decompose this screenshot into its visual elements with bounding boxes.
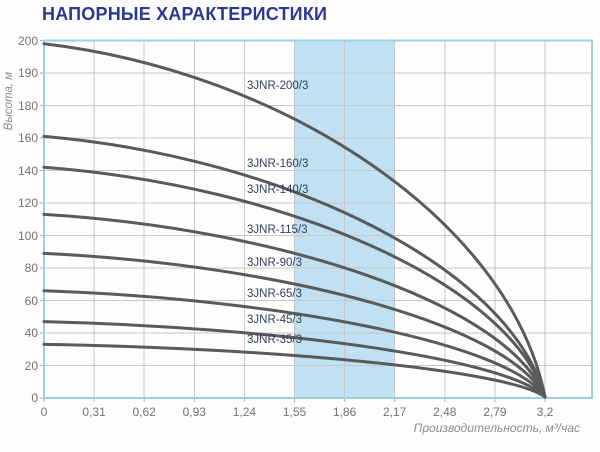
- x-tick-label: 2,17: [383, 405, 407, 419]
- chart-title: НАПОРНЫЕ ХАРАКТЕРИСТИКИ: [42, 4, 328, 24]
- y-tick-label: 180: [17, 98, 38, 113]
- y-tick-label: 0: [31, 391, 38, 405]
- y-tick-label: 100: [17, 228, 38, 243]
- x-tick-label: 0: [40, 405, 48, 419]
- x-axis-title: Производительность, м³/час: [413, 421, 580, 435]
- y-tick-label: 160: [17, 131, 38, 145]
- pump-curve-3jnr-90-3: [42, 251, 547, 399]
- pump-curve-3jnr-115-3: [42, 212, 547, 399]
- curve-label: 3JNR-45/3: [247, 314, 302, 327]
- pump-curve-3jnr-35-3: [42, 342, 547, 399]
- pump-curve-3jnr-200-3: [42, 42, 547, 399]
- curve-label: 3JNR-140/3: [247, 184, 309, 197]
- x-tick-label: 1,24: [232, 405, 257, 419]
- y-tick-label: 40: [24, 326, 38, 340]
- x-tick-label: 0,93: [182, 405, 206, 419]
- x-tick-label: 0,31: [82, 405, 106, 419]
- y-tick-label: 200: [17, 33, 38, 48]
- curve-label: 3JNR-200/3: [247, 80, 309, 93]
- y-tick-label: 140: [17, 163, 38, 178]
- plot-border: [43, 39, 593, 399]
- curve-label: 3JNR-115/3: [247, 224, 308, 236]
- x-tick-label: 0,62: [132, 405, 156, 419]
- y-tick-label: 190: [17, 66, 38, 80]
- y-tick-label: 60: [24, 293, 38, 308]
- y-tick-label: 120: [17, 196, 38, 210]
- pump-curve-3jnr-45-3: [42, 320, 547, 399]
- y-tick-label: 80: [24, 261, 38, 275]
- pump-curve-3jnr-65-3: [42, 289, 547, 399]
- x-tick-label: 1,55: [282, 405, 307, 419]
- y-tick-label: 20: [24, 358, 38, 373]
- x-tick-label: 2,79: [483, 405, 507, 419]
- curve-label: 3JNR-65/3: [247, 288, 302, 301]
- x-tick-label: 2,48: [433, 405, 457, 419]
- curve-label: 3JNR-160/3: [247, 158, 309, 171]
- curve-label: 3JNR-90/3: [247, 256, 302, 269]
- x-tick-label: 3,2: [536, 405, 554, 419]
- pump-curve-3jnr-140-3: [42, 165, 547, 399]
- curve-label: 3JNR-35/3: [247, 333, 302, 346]
- pump-curve-3jnr-160-3: [42, 134, 547, 399]
- x-tick-label: 1,86: [332, 405, 357, 419]
